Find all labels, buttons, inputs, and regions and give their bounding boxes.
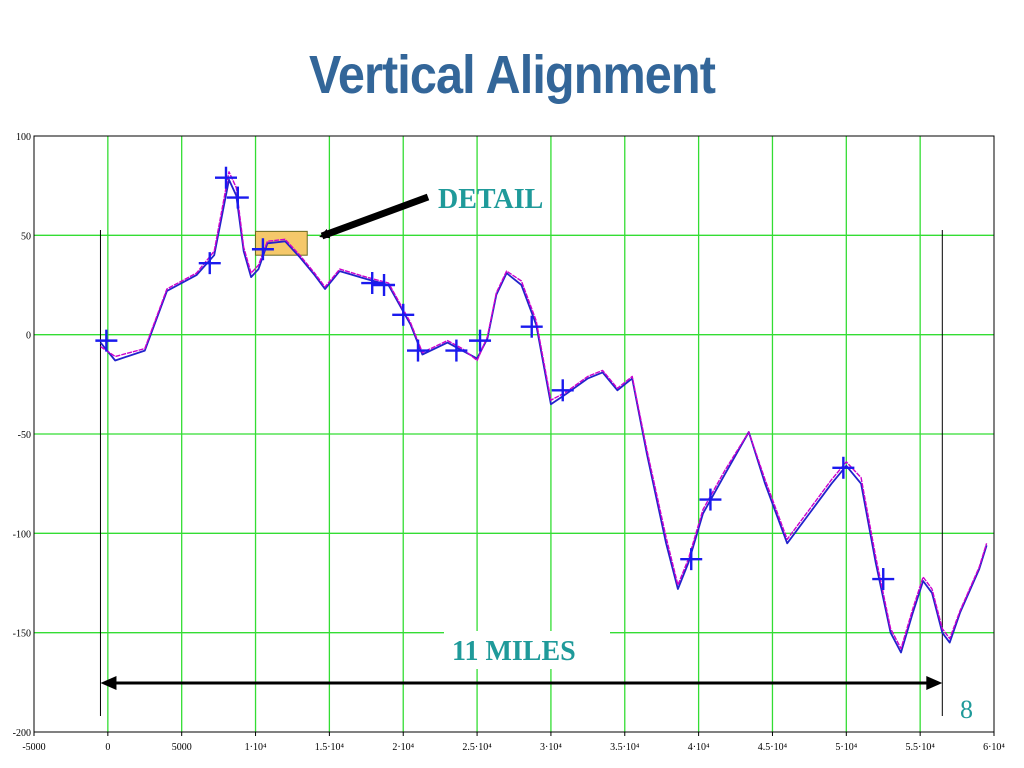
survey-point-marker (872, 568, 895, 591)
slide-title: Vertical Alignment (308, 45, 716, 105)
survey-point-marker (373, 274, 396, 296)
survey-point-marker (251, 238, 274, 261)
y-tick-label: 50 (21, 231, 31, 242)
x-tick-label: 3.5·10⁴ (610, 742, 640, 753)
x-tick-label: 2.5·10⁴ (462, 742, 492, 753)
y-tick-label: 100 (16, 132, 31, 143)
span-arrowhead-right (926, 676, 943, 690)
x-tick-label: 5000 (172, 742, 192, 753)
survey-point-marker (226, 186, 249, 209)
x-tick-label: 4.5·10⁴ (758, 742, 788, 753)
x-tick-label: 2·10⁴ (392, 742, 414, 753)
survey-point-marker (680, 548, 703, 571)
detail-label: DETAIL (438, 184, 543, 215)
survey-point-marker (361, 272, 384, 295)
x-tick-label: 6·10⁴ (983, 742, 1005, 753)
survey-point-marker (95, 329, 118, 352)
profile-series-line (100, 171, 988, 650)
survey-point-marker (520, 315, 543, 338)
profile-series-line (99, 178, 988, 654)
x-tick-label: 0 (105, 742, 110, 753)
page-number: 8 (960, 695, 973, 724)
x-tick-label: 1·10⁴ (245, 742, 267, 753)
survey-point-marker (198, 252, 221, 275)
survey-point-marker (445, 339, 468, 362)
y-tick-label: -200 (13, 728, 31, 739)
y-tick-label: -100 (13, 529, 31, 540)
x-tick-label: 5·10⁴ (835, 742, 857, 753)
survey-point-marker (551, 379, 574, 402)
span-arrowhead-left (100, 676, 117, 690)
survey-point-marker (832, 456, 855, 479)
survey-point-marker (469, 329, 492, 352)
survey-point-marker (392, 303, 415, 326)
survey-point-marker (407, 339, 429, 362)
y-tick-label: -150 (13, 629, 31, 640)
survey-point-marker (215, 166, 237, 189)
x-tick-label: 1.5·10⁴ (315, 742, 345, 753)
span-label-background (444, 631, 610, 669)
y-tick-label: 0 (26, 331, 31, 342)
plot-area-frame (33, 135, 995, 733)
span-label: 11 MILES (452, 636, 576, 667)
x-tick-label: 5.5·10⁴ (905, 742, 935, 753)
x-tick-label: -5000 (22, 742, 45, 753)
survey-point-marker (699, 488, 722, 511)
detail-arrow (319, 193, 430, 240)
y-tick-label: -50 (18, 430, 31, 441)
x-tick-label: 4·10⁴ (688, 742, 710, 753)
x-tick-label: 3·10⁴ (540, 742, 562, 753)
